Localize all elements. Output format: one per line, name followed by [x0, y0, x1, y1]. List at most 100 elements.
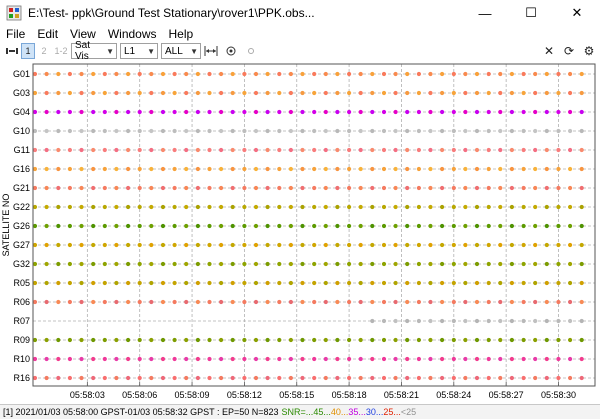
- observation-point: [172, 375, 177, 381]
- observation-point: [91, 71, 96, 77]
- observation-point: [253, 356, 259, 362]
- satellite-select[interactable]: ALL ▼: [161, 43, 201, 59]
- observation-point: [230, 166, 235, 172]
- observation-point: [440, 356, 445, 362]
- menu-help[interactable]: Help: [168, 27, 194, 41]
- observation-point: [126, 147, 131, 153]
- gear-icon[interactable]: ⚙: [583, 44, 595, 58]
- observation-point: [44, 299, 49, 305]
- observation-point: [230, 375, 235, 381]
- observation-point: [300, 128, 305, 134]
- maximize-button[interactable]: ☐: [525, 5, 537, 20]
- observation-point: [463, 128, 468, 134]
- menu-view[interactable]: View: [70, 27, 96, 41]
- observation-point: [219, 166, 224, 172]
- observation-point: [172, 109, 177, 115]
- satellite-label-g21: G21: [13, 183, 30, 193]
- observation-point: [300, 109, 305, 115]
- observation-point: [428, 185, 433, 191]
- receiver-1-2-button[interactable]: 1-2: [54, 46, 68, 56]
- menu-file[interactable]: File: [6, 27, 26, 41]
- observation-point: [393, 375, 398, 381]
- observation-point: [149, 166, 154, 172]
- observation-point: [288, 337, 293, 343]
- observation-point: [32, 337, 38, 343]
- observation-point: [230, 223, 235, 229]
- observation-point: [56, 204, 61, 210]
- menu-windows[interactable]: Windows: [107, 27, 157, 41]
- minimize-button[interactable]: —: [478, 5, 492, 21]
- observation-point: [67, 356, 72, 362]
- observation-point: [370, 299, 375, 305]
- observation-point: [416, 71, 421, 77]
- observation-point: [568, 223, 573, 229]
- satellite-label-g32: G32: [13, 259, 30, 269]
- observation-point: [323, 204, 328, 210]
- observation-point: [219, 356, 224, 362]
- observation-point: [79, 280, 84, 286]
- observation-point: [253, 337, 259, 343]
- plot-canvas[interactable]: G01 G03 G04 G10 G11 G16 G21 G22 G26 G27 G32 R05 R06 R…: [0, 62, 600, 402]
- observation-point: [184, 261, 189, 267]
- observation-point: [451, 90, 456, 96]
- receiver-2-button[interactable]: 2: [41, 46, 47, 56]
- observation-point: [358, 147, 363, 153]
- clear-icon[interactable]: ✕: [543, 44, 555, 58]
- observation-point: [300, 356, 305, 362]
- observation-point: [265, 204, 270, 210]
- observation-point: [323, 223, 328, 229]
- observation-point: [91, 185, 96, 191]
- close-button[interactable]: ✕: [571, 5, 583, 20]
- satellite-label-g27: G27: [13, 240, 30, 250]
- observation-point: [335, 223, 340, 229]
- observation-point: [160, 223, 166, 229]
- observation-point: [521, 375, 526, 381]
- observation-point: [102, 90, 107, 96]
- fit-horizontal-icon[interactable]: [204, 43, 218, 59]
- snr-level-5: <25: [400, 407, 417, 417]
- observation-point: [312, 337, 317, 343]
- frequency-select[interactable]: L1 ▼: [120, 43, 158, 59]
- connect-icon[interactable]: [5, 43, 19, 59]
- reload-icon[interactable]: ⟳: [563, 44, 575, 58]
- observation-point: [253, 242, 259, 248]
- observation-point: [230, 261, 235, 267]
- receiver-1-button[interactable]: 1: [21, 43, 35, 59]
- observation-point: [347, 147, 352, 153]
- observation-point: [440, 299, 445, 305]
- observation-point: [126, 90, 131, 96]
- observation-point: [137, 71, 142, 77]
- observation-point: [219, 242, 224, 248]
- point-icon[interactable]: [244, 43, 258, 59]
- menu-edit[interactable]: Edit: [37, 27, 59, 41]
- observation-point: [370, 204, 375, 210]
- observation-point: [277, 280, 282, 286]
- observation-point: [137, 128, 142, 134]
- observation-point: [102, 204, 107, 210]
- observation-point: [323, 185, 328, 191]
- observation-point: [67, 128, 72, 134]
- center-origin-icon[interactable]: [224, 43, 238, 59]
- observation-point: [126, 185, 131, 191]
- observation-point: [184, 185, 189, 191]
- observation-point: [79, 204, 84, 210]
- observation-point: [195, 356, 200, 362]
- observation-point: [137, 204, 142, 210]
- observation-point: [393, 71, 398, 77]
- observation-point: [463, 166, 468, 172]
- observation-point: [544, 166, 549, 172]
- observation-point: [265, 109, 270, 115]
- observation-point: [91, 356, 96, 362]
- satellite-visibility-plot[interactable]: G01 G03 G04 G10 G11 G16 G21 G22 G26 G27 G32 R05 R06 R…: [0, 62, 600, 402]
- observation-point: [160, 280, 166, 286]
- observation-point: [242, 90, 247, 96]
- observation-point: [451, 242, 456, 248]
- observation-point: [474, 318, 480, 324]
- observation-point: [509, 242, 514, 248]
- plot-type-select[interactable]: Sat Vis ▼: [71, 40, 117, 62]
- observation-point: [32, 261, 38, 267]
- observation-point: [265, 185, 270, 191]
- observation-point: [486, 109, 491, 115]
- observation-point: [521, 356, 526, 362]
- observation-point: [568, 204, 573, 210]
